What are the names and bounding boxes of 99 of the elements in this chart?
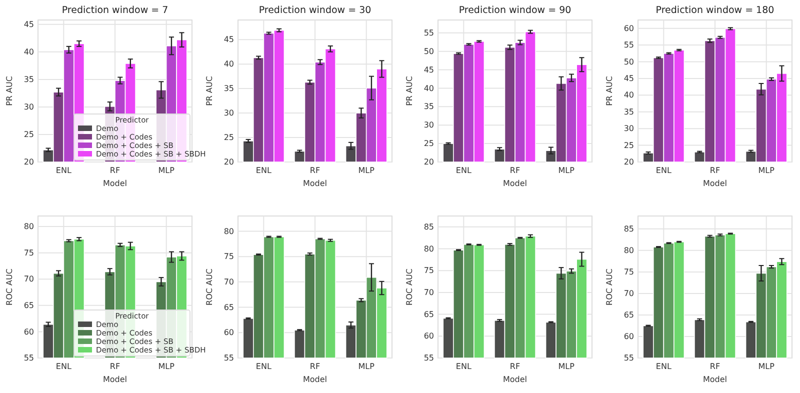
y-tick-label: 30 [624, 124, 634, 134]
y-tick-label: 60 [624, 24, 634, 33]
y-tick-label: 35 [424, 102, 434, 112]
x-axis-title: Model [702, 375, 728, 384]
y-tick-label: 40 [224, 60, 234, 69]
y-axis-title: ROC AUC [5, 268, 14, 306]
x-tick-label: ENL [656, 362, 672, 371]
x-tick-label: MLP [558, 166, 575, 175]
y-tick-label: 45 [424, 65, 434, 74]
chart-title: Prediction window = 90 [458, 5, 572, 16]
y-axis-title: PR AUC [205, 76, 214, 106]
x-axis-title: Model [502, 375, 528, 384]
y-axis-title: ROC AUC [405, 268, 414, 306]
x-tick-label: RF [510, 166, 520, 175]
y-tick-label: 25 [24, 130, 34, 140]
y-tick-label: 45 [224, 35, 234, 44]
x-axis-title: Model [302, 375, 328, 384]
y-tick-label: 60 [24, 327, 34, 336]
y-tick-label: 35 [624, 107, 634, 116]
x-axis-title: Model [702, 179, 728, 188]
x-tick-label: MLP [158, 362, 175, 371]
y-tick-label: 55 [424, 28, 434, 38]
x-axis-title: Model [102, 179, 128, 188]
x-axis-title: Model [102, 375, 128, 384]
x-tick-label: RF [310, 362, 320, 371]
x-tick-label: ENL [256, 166, 272, 175]
y-tick-label: 25 [624, 140, 634, 150]
y-tick-label: 40 [424, 84, 434, 93]
y-tick-label: 70 [224, 277, 234, 286]
y-tick-label: 55 [224, 354, 234, 363]
y-tick-label: 75 [424, 266, 434, 276]
y-axis-title: PR AUC [5, 76, 14, 106]
y-tick-label: 40 [624, 90, 634, 100]
x-tick-label: MLP [558, 362, 575, 371]
x-tick-label: RF [710, 166, 720, 175]
y-axis-title: ROC AUC [605, 268, 614, 306]
chart-title: Prediction window = 7 [62, 5, 168, 16]
y-tick-label: 80 [24, 222, 34, 232]
x-tick-label: MLP [358, 166, 375, 175]
y-tick-label: 50 [624, 57, 634, 66]
x-tick-label: MLP [158, 166, 175, 175]
y-tick-label: 85 [424, 222, 434, 232]
x-tick-label: MLP [758, 362, 775, 371]
x-tick-label: ENL [456, 166, 472, 175]
y-axis-title: PR AUC [605, 76, 614, 106]
x-tick-label: ENL [56, 166, 72, 175]
y-tick-label: 30 [424, 120, 434, 130]
y-tick-label: 25 [424, 139, 434, 148]
y-tick-label: 65 [624, 310, 634, 320]
y-tick-label: 55 [624, 40, 634, 50]
y-tick-label: 55 [424, 354, 434, 363]
x-tick-label: RF [310, 166, 320, 175]
y-tick-label: 45 [624, 74, 634, 84]
y-tick-label: 70 [624, 289, 634, 298]
x-tick-label: RF [510, 362, 520, 371]
y-tick-label: 85 [624, 224, 634, 234]
y-tick-label: 25 [224, 133, 234, 142]
y-tick-label: 75 [224, 252, 234, 262]
y-tick-label: 65 [24, 300, 34, 310]
x-tick-label: ENL [56, 362, 72, 371]
y-tick-label: 45 [24, 20, 34, 29]
y-tick-label: 20 [24, 158, 34, 167]
y-tick-label: 75 [624, 268, 634, 276]
x-tick-label: ENL [656, 166, 672, 175]
y-tick-label: 55 [624, 354, 634, 363]
chart-title: Prediction window = 30 [258, 5, 372, 16]
x-axis-title: Model [302, 179, 328, 188]
y-tick-label: 70 [24, 274, 34, 284]
y-tick-label: 70 [424, 288, 434, 298]
y-axis-title: PR AUC [405, 76, 414, 106]
x-tick-label: MLP [358, 362, 375, 371]
y-tick-label: 35 [224, 84, 234, 94]
y-tick-label: 20 [224, 158, 234, 167]
x-tick-label: RF [110, 166, 120, 175]
y-tick-label: 60 [424, 332, 434, 341]
y-tick-label: 20 [424, 158, 434, 167]
y-tick-label: 65 [224, 302, 234, 312]
x-tick-label: MLP [758, 166, 775, 175]
y-tick-label: 80 [624, 246, 634, 255]
y-tick-label: 60 [224, 328, 234, 338]
x-tick-label: RF [710, 362, 720, 371]
y-tick-label: 50 [424, 46, 434, 56]
y-tick-label: 55 [24, 354, 34, 363]
y-tick-label: 35 [24, 75, 34, 84]
y-tick-label: 30 [224, 108, 234, 118]
x-axis-title: Model [502, 179, 528, 188]
y-tick-label: 30 [24, 102, 34, 112]
y-tick-label: 80 [224, 226, 234, 236]
y-tick-label: 60 [624, 332, 634, 342]
y-tick-label: 65 [424, 310, 434, 319]
y-axis-title: ROC AUC [205, 268, 214, 306]
x-tick-label: ENL [456, 362, 472, 371]
y-tick-label: 40 [24, 47, 34, 56]
y-tick-label: 20 [624, 158, 634, 167]
y-tick-label: 80 [424, 244, 434, 254]
y-tick-label: 75 [24, 248, 34, 258]
chart-title: Prediction window = 180 [656, 5, 774, 16]
x-tick-label: RF [110, 362, 120, 371]
x-tick-label: ENL [256, 362, 272, 371]
